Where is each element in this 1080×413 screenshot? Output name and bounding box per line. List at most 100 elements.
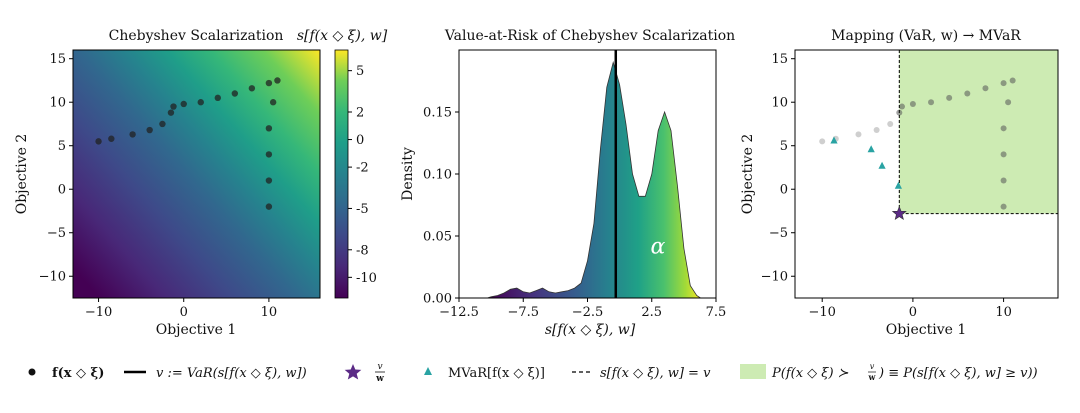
legend-region-vw-denominator: w — [868, 372, 877, 382]
panel3-xtick-label: 0 — [909, 305, 917, 320]
panel3-ytick-label: 5 — [780, 139, 788, 154]
panel3-frame — [794, 49, 1059, 299]
panel1-ytick-label: −10 — [39, 270, 66, 285]
sample-point — [265, 177, 273, 184]
sample-point — [197, 99, 204, 106]
sample-point — [982, 85, 989, 92]
panel1-xtick-label: 10 — [261, 305, 278, 320]
legend-sample-marker — [28, 368, 36, 376]
sample-point — [1000, 125, 1007, 132]
panel3-ylabel: Objective 2 — [740, 134, 756, 215]
legend-samples-label: f(x ◇ ξ) — [52, 366, 104, 381]
mvar-point — [830, 136, 838, 144]
sample-point — [108, 135, 115, 142]
panel-var-density: α −12.5 −7.5 −2.5 2.5 7.5 0.00 0.05 0.10 0.15 Va… — [400, 28, 735, 338]
sample-point — [167, 109, 175, 116]
legend-vw-numerator: v — [377, 362, 382, 372]
colorbar-ticks: 5 2 0 -2 -5 -8 -10 — [348, 64, 377, 286]
sample-point — [873, 127, 880, 134]
sample-point — [855, 131, 862, 138]
panel3-title: Mapping (VaR, w) → MVaR — [831, 28, 1021, 44]
legend-vw-denominator: w — [375, 374, 384, 384]
panel2-axes: −12.5 −7.5 −2.5 2.5 7.5 0.00 0.05 0.10 0.15 — [423, 106, 726, 321]
panel1-ytick-label: 5 — [58, 139, 66, 154]
mvar-points — [830, 136, 902, 189]
panel1-xtick-label: −10 — [85, 305, 112, 320]
panel2-title: Value-at-Risk of Chebyshev Scalarization — [444, 28, 735, 44]
colorbar-tick-label: 2 — [356, 106, 364, 121]
panel3-ytick-label: −10 — [761, 270, 788, 285]
panel3-ytick-label: 0 — [780, 183, 788, 198]
panel-mvar-mapping: −10 0 10 −10 −5 0 5 10 15 Mapping (VaR, w) → MVa… — [740, 28, 1059, 338]
legend-region-label-b: ) ≡ P(s[f(x ◇ ξ), w] ≥ v)) — [878, 366, 1038, 381]
legend-region-vw-numerator: v — [870, 362, 875, 371]
legend-region-marker — [740, 364, 766, 379]
sample-point — [1000, 177, 1007, 184]
sample-point — [928, 99, 935, 106]
sample-point — [1000, 80, 1007, 87]
sample-point — [214, 94, 221, 102]
mvar-point — [894, 181, 902, 189]
alpha-label: α — [650, 234, 665, 259]
heatmap-background — [73, 50, 320, 298]
legend: f(x ◇ ξ) v := VaR(s[f(x ◇ ξ), w]) v w MV… — [28, 362, 1038, 384]
sample-point — [248, 85, 256, 92]
panel1-xlabel: Objective 1 — [156, 322, 237, 338]
sample-point — [265, 203, 273, 210]
panel2-ytick-label: 0.00 — [423, 292, 452, 307]
panel3-xtick-label: 10 — [995, 305, 1012, 320]
panel1-axes: −10 0 10 −10 −5 0 5 10 15 — [39, 52, 278, 320]
legend-region-label-a: P(f(x ◇ ξ) ≻ — [771, 366, 849, 381]
sample-point — [964, 90, 971, 97]
panel2-xtick-label: −7.5 — [507, 305, 539, 320]
density-area — [487, 60, 702, 299]
legend-mvar-marker — [424, 367, 432, 375]
legend-star-marker — [344, 364, 362, 380]
panel3-xlabel: Objective 1 — [886, 322, 967, 338]
legend-mvar-label: MVaR[f(x ◇ ξ)] — [448, 366, 545, 381]
sample-point — [887, 120, 894, 127]
sample-point — [265, 79, 273, 87]
sample-point — [269, 99, 277, 106]
panel3-ytick-label: 15 — [771, 52, 788, 67]
sample-point — [159, 120, 166, 128]
sample-point — [231, 90, 239, 97]
sample-point — [1000, 203, 1007, 210]
panel3-ytick-label: 10 — [771, 96, 788, 111]
sample-point — [146, 126, 153, 134]
panel2-ytick-label: 0.05 — [423, 230, 452, 245]
colorbar-tick-label: -8 — [356, 243, 369, 258]
sample-point — [129, 131, 136, 138]
panel1-ytick-label: 10 — [49, 96, 66, 111]
colorbar-tick-label: -2 — [356, 161, 369, 176]
panel3-ytick-label: −5 — [769, 226, 788, 241]
colorbar-tick-label: -5 — [356, 202, 369, 217]
colorbar-tick-label: 0 — [356, 133, 364, 148]
sample-point — [95, 138, 102, 145]
panel1-title: Chebyshev Scalarization — [109, 28, 284, 44]
panel3-axes: −10 0 10 −10 −5 0 5 10 15 — [761, 52, 1012, 320]
sample-point — [274, 77, 281, 84]
panel1-xtick-label: 0 — [180, 305, 188, 320]
sample-point — [819, 138, 826, 145]
panel2-xtick-label: 7.5 — [706, 305, 727, 320]
panel2-ytick-label: 0.10 — [423, 168, 452, 183]
sample-point — [265, 151, 273, 158]
panel1-colorbar-label: s[f(x ◇ ξ), w] — [297, 28, 388, 44]
panel2-ylabel: Density — [400, 147, 416, 201]
panel1-ytick-label: 15 — [49, 52, 66, 67]
sample-point — [170, 103, 177, 110]
panel2-xtick-label: −2.5 — [572, 305, 604, 320]
panel1-frame — [72, 49, 321, 299]
legend-var-label: v := VaR(s[f(x ◇ ξ), w]) — [156, 366, 307, 381]
mvar-point — [878, 161, 886, 169]
panel-scalarization: −10 0 10 −10 −5 0 5 10 15 Chebyshev Scalarizatio… — [14, 28, 388, 338]
mvar-point — [867, 145, 875, 153]
v-over-w-star — [891, 205, 907, 220]
sample-points — [95, 77, 281, 210]
colorbar-tick-label: 5 — [356, 64, 364, 79]
colorbar — [334, 49, 349, 299]
panel2-ytick-label: 0.15 — [423, 106, 452, 121]
panel2-xtick-label: 2.5 — [641, 305, 662, 320]
